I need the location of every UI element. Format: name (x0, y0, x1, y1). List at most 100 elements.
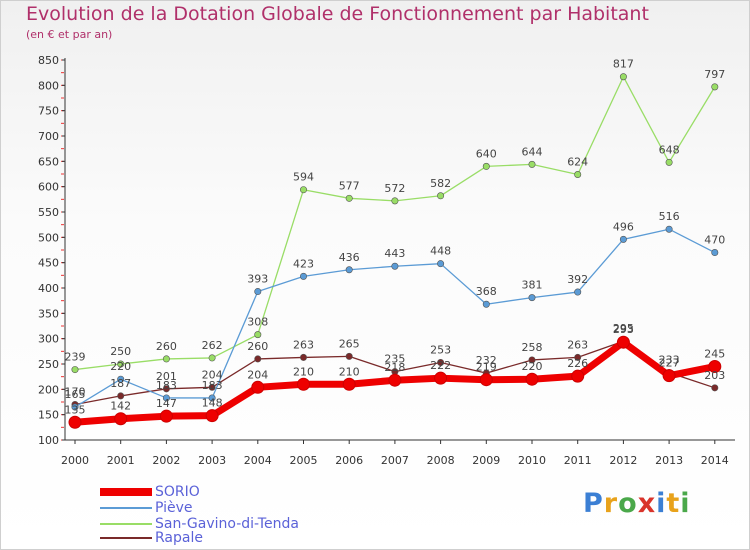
data-label-pi-ve: 448 (430, 245, 451, 258)
y-tick-label: 200 (38, 383, 59, 396)
data-point-rapale (528, 356, 536, 364)
proxiti-logo: Proxiti (583, 488, 691, 519)
x-tick-label: 2004 (244, 454, 272, 467)
legend-swatch-sorio (100, 488, 152, 496)
data-label-sorio: 210 (293, 365, 314, 378)
y-tick-label: 400 (38, 282, 59, 295)
data-point-san-gavino-di-tenda (71, 366, 79, 374)
data-label-pi-ve: 470 (704, 234, 725, 247)
data-point-pi-ve (254, 288, 262, 296)
data-label-san-gavino-di-tenda: 239 (65, 351, 86, 364)
x-tick-label: 2006 (335, 454, 363, 467)
data-label-pi-ve: 165 (65, 388, 86, 401)
data-label-pi-ve: 183 (156, 379, 177, 392)
data-label-sorio: 245 (704, 348, 725, 361)
data-point-pi-ve (528, 294, 536, 302)
data-point-rapale (711, 384, 719, 392)
data-point-sorio (342, 377, 356, 391)
data-point-sorio (479, 373, 493, 387)
x-tick-label: 2001 (107, 454, 135, 467)
y-tick-label: 150 (38, 409, 59, 422)
data-label-san-gavino-di-tenda: 262 (202, 339, 223, 352)
data-label-pi-ve: 516 (659, 210, 680, 223)
y-tick-label: 500 (38, 231, 59, 244)
data-point-san-gavino-di-tenda (528, 160, 536, 168)
data-label-pi-ve: 443 (384, 247, 405, 260)
data-point-san-gavino-di-tenda (482, 162, 490, 170)
data-label-rapale: 263 (567, 338, 588, 351)
data-label-san-gavino-di-tenda: 594 (293, 171, 314, 184)
data-label-sorio: 222 (430, 359, 451, 372)
data-label-sorio: 227 (659, 357, 680, 370)
x-tick-label: 2007 (381, 454, 409, 467)
data-point-san-gavino-di-tenda (299, 186, 307, 194)
x-tick-label: 2013 (655, 454, 683, 467)
data-label-sorio: 210 (339, 365, 360, 378)
data-label-rapale: 187 (110, 377, 131, 390)
data-label-pi-ve: 392 (567, 273, 588, 286)
data-point-pi-ve (345, 266, 353, 274)
y-tick-label: 800 (38, 79, 59, 92)
data-point-sorio (571, 369, 585, 383)
legend-label-rapale: Rapale (155, 530, 203, 546)
data-point-rapale (574, 353, 582, 361)
data-point-pi-ve (437, 260, 445, 268)
data-point-sorio (388, 373, 402, 387)
data-label-sorio: 220 (522, 360, 543, 373)
y-tick-label: 600 (38, 181, 59, 194)
data-point-pi-ve (619, 235, 627, 243)
data-label-san-gavino-di-tenda: 572 (384, 182, 405, 195)
data-label-rapale: 295 (613, 322, 634, 335)
x-tick-label: 2002 (152, 454, 180, 467)
data-label-rapale: 204 (202, 368, 223, 381)
data-label-san-gavino-di-tenda: 308 (247, 316, 268, 329)
y-tick-label: 100 (38, 434, 59, 447)
data-point-san-gavino-di-tenda (665, 158, 673, 166)
y-tick-label: 850 (38, 54, 59, 67)
data-label-rapale: 263 (293, 338, 314, 351)
data-point-san-gavino-di-tenda (162, 355, 170, 363)
data-label-pi-ve: 381 (522, 279, 543, 292)
data-label-rapale: 258 (522, 341, 543, 354)
data-label-san-gavino-di-tenda: 644 (522, 145, 543, 158)
x-tick-label: 2005 (290, 454, 318, 467)
data-point-san-gavino-di-tenda (254, 331, 262, 339)
data-point-sorio (205, 409, 219, 423)
legend-label-san-gavino: San-Gavino-di-Tenda (155, 516, 299, 532)
data-point-rapale (208, 383, 216, 391)
data-label-san-gavino-di-tenda: 260 (156, 340, 177, 353)
data-label-sorio: 218 (384, 361, 405, 374)
x-tick-label: 2009 (472, 454, 500, 467)
data-point-sorio (525, 372, 539, 386)
legend-label-sorio: SORIO (155, 484, 200, 500)
data-label-rapale: 235 (384, 353, 405, 366)
data-label-sorio: 219 (476, 361, 497, 374)
x-tick-label: 2003 (198, 454, 226, 467)
data-label-sorio: 147 (156, 397, 177, 410)
data-point-pi-ve (299, 272, 307, 280)
chart-subtitle: (en € et par an) (26, 28, 113, 41)
data-point-pi-ve (71, 403, 79, 411)
data-point-san-gavino-di-tenda (345, 194, 353, 202)
data-label-rapale: 260 (247, 340, 268, 353)
data-label-sorio: 148 (202, 397, 223, 410)
data-label-san-gavino-di-tenda: 817 (613, 58, 634, 71)
data-point-san-gavino-di-tenda (117, 360, 125, 368)
data-label-sorio: 293 (613, 323, 634, 336)
data-label-rapale: 265 (339, 337, 360, 350)
data-point-san-gavino-di-tenda (619, 73, 627, 81)
data-point-rapale (345, 352, 353, 360)
data-label-san-gavino-di-tenda: 797 (704, 68, 725, 81)
data-label-pi-ve: 368 (476, 285, 497, 298)
data-point-rapale (437, 358, 445, 366)
data-label-san-gavino-di-tenda: 640 (476, 147, 497, 160)
data-point-sorio (662, 369, 676, 383)
data-point-san-gavino-di-tenda (711, 83, 719, 91)
data-point-san-gavino-di-tenda (437, 192, 445, 200)
data-label-pi-ve: 393 (247, 273, 268, 286)
data-label-san-gavino-di-tenda: 648 (659, 143, 680, 156)
data-point-sorio (616, 335, 630, 349)
data-point-sorio (708, 360, 722, 374)
legend-swatch-pieve (100, 507, 152, 509)
data-point-san-gavino-di-tenda (574, 171, 582, 179)
